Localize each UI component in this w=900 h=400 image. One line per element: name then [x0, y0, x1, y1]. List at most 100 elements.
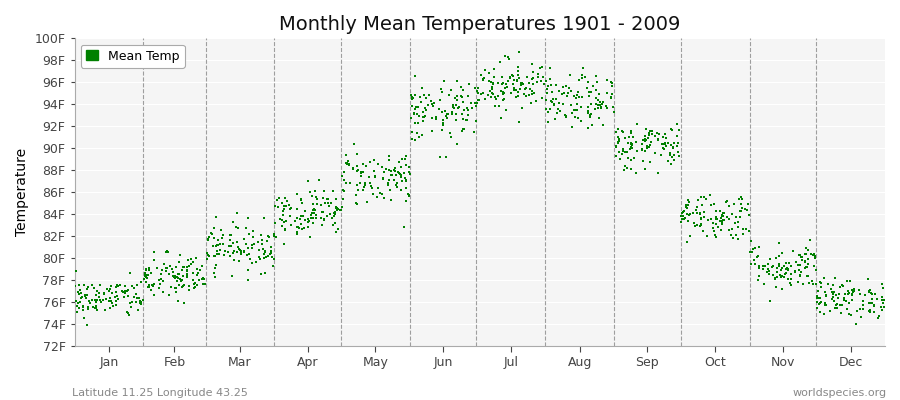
- Point: [209, 243, 223, 249]
- Point: [471, 97, 485, 104]
- Point: [704, 216, 718, 222]
- Point: [795, 254, 809, 260]
- Point: [722, 216, 736, 222]
- Point: [845, 289, 859, 295]
- Point: [608, 143, 623, 150]
- Point: [257, 249, 272, 256]
- Point: [393, 171, 408, 178]
- Point: [456, 126, 471, 132]
- Point: [227, 247, 241, 254]
- Point: [411, 112, 426, 119]
- Point: [276, 206, 291, 213]
- Point: [102, 288, 116, 294]
- Point: [826, 294, 841, 300]
- Point: [864, 290, 878, 296]
- Point: [534, 78, 548, 85]
- Point: [320, 200, 335, 206]
- Point: [158, 249, 173, 256]
- Point: [314, 209, 328, 215]
- Point: [729, 214, 743, 220]
- Point: [806, 277, 820, 284]
- Point: [397, 170, 411, 176]
- Point: [502, 56, 517, 62]
- Point: [644, 158, 658, 165]
- Point: [576, 64, 590, 71]
- Point: [464, 100, 479, 106]
- Point: [809, 295, 824, 301]
- Point: [715, 218, 729, 224]
- Point: [535, 64, 549, 70]
- Point: [593, 102, 608, 108]
- Point: [842, 290, 857, 296]
- Point: [572, 94, 586, 100]
- Point: [832, 291, 847, 297]
- Point: [784, 276, 798, 282]
- Point: [683, 233, 698, 240]
- Point: [516, 80, 530, 86]
- Point: [83, 300, 97, 306]
- Point: [89, 304, 104, 310]
- Point: [856, 302, 870, 308]
- Point: [350, 167, 365, 174]
- Point: [410, 111, 424, 117]
- Point: [129, 299, 143, 305]
- Point: [841, 290, 855, 297]
- Point: [837, 297, 851, 304]
- Point: [729, 232, 743, 238]
- Point: [543, 76, 557, 82]
- Point: [180, 271, 194, 277]
- Point: [297, 225, 311, 231]
- Point: [139, 272, 153, 278]
- Point: [317, 187, 331, 194]
- Point: [320, 196, 335, 202]
- Point: [752, 272, 766, 279]
- Point: [701, 216, 716, 223]
- Point: [589, 72, 603, 79]
- Point: [801, 256, 815, 262]
- Point: [768, 276, 782, 282]
- Point: [333, 206, 347, 213]
- Point: [499, 80, 513, 87]
- Point: [583, 101, 598, 108]
- Point: [671, 153, 686, 159]
- Point: [561, 90, 575, 96]
- Point: [743, 261, 758, 267]
- Point: [408, 92, 422, 98]
- Point: [829, 292, 843, 298]
- Point: [501, 53, 516, 60]
- Point: [492, 58, 507, 65]
- Point: [484, 79, 499, 85]
- Point: [731, 219, 745, 225]
- Point: [752, 265, 766, 271]
- Point: [638, 136, 652, 142]
- Point: [496, 89, 510, 95]
- Point: [198, 280, 212, 287]
- Point: [507, 84, 521, 91]
- Point: [284, 204, 299, 211]
- Point: [834, 282, 849, 288]
- Point: [329, 207, 344, 214]
- Point: [544, 89, 559, 95]
- Point: [611, 125, 625, 132]
- Point: [507, 77, 521, 84]
- Point: [768, 275, 782, 281]
- Point: [293, 220, 308, 227]
- Point: [661, 140, 675, 147]
- Point: [694, 216, 708, 222]
- Point: [444, 87, 458, 93]
- Point: [305, 210, 320, 216]
- Point: [654, 152, 669, 159]
- Point: [675, 210, 689, 216]
- Point: [681, 218, 696, 224]
- Point: [443, 130, 457, 136]
- Point: [252, 256, 266, 262]
- Point: [72, 305, 86, 311]
- Point: [760, 266, 775, 272]
- Point: [457, 106, 472, 113]
- Point: [608, 152, 623, 159]
- Point: [102, 298, 116, 304]
- Point: [445, 108, 459, 115]
- Point: [512, 119, 526, 126]
- Point: [827, 288, 842, 295]
- Point: [194, 263, 209, 269]
